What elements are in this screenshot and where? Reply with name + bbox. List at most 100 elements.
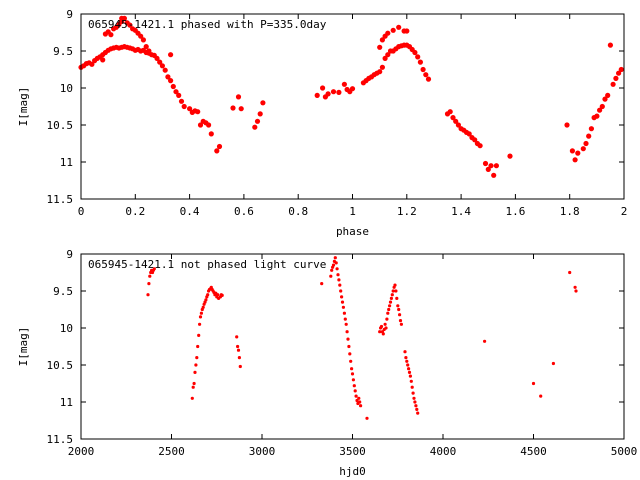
data-point — [359, 404, 363, 408]
data-point — [569, 148, 576, 154]
data-point — [235, 335, 239, 339]
data-point — [406, 363, 410, 367]
data-point — [314, 92, 320, 98]
data-point — [238, 364, 242, 369]
data-point — [488, 163, 494, 169]
data-point — [409, 379, 413, 383]
data-point — [397, 307, 401, 312]
data-point — [143, 44, 149, 50]
unphased-y-axis-label: I[mag] — [17, 327, 30, 367]
unphased-x-axis-label: hjd0 — [339, 465, 366, 478]
data-point — [194, 363, 198, 367]
data-point — [334, 261, 338, 265]
data-point — [415, 407, 419, 411]
data-point — [339, 289, 343, 293]
data-point — [580, 146, 586, 152]
x-tick-label: 4500 — [520, 445, 547, 458]
data-point — [586, 133, 592, 139]
phased-chart-title: 065945-1421.1 phased with P=335.0day — [88, 18, 327, 31]
data-point — [336, 89, 342, 95]
data-point — [342, 311, 346, 315]
data-point — [573, 285, 577, 289]
data-point — [195, 109, 201, 115]
y-tick-label: 10 — [60, 322, 73, 335]
data-point — [377, 44, 383, 50]
data-point — [152, 267, 156, 271]
data-point — [206, 122, 212, 128]
data-point — [379, 324, 384, 329]
y-tick-label: 9 — [66, 248, 73, 261]
data-point — [201, 305, 205, 309]
data-point — [425, 76, 432, 82]
data-point — [450, 115, 456, 121]
data-point — [350, 372, 355, 376]
data-point — [343, 317, 347, 321]
x-tick-label: 5000 — [611, 445, 638, 458]
data-point — [407, 367, 411, 371]
data-point — [405, 359, 409, 363]
phased-x-ticks: 0 0.2 0.4 0.6 0.8 1 1.2 1.4 1.6 1.8 2 — [78, 14, 628, 218]
y-tick-label: 11 — [60, 156, 73, 169]
x-tick-label: 0 — [78, 205, 85, 218]
unphased-plot-frame — [80, 253, 625, 440]
data-point — [252, 124, 258, 130]
x-tick-label: 2500 — [158, 445, 185, 458]
data-point — [108, 32, 114, 38]
data-point — [539, 394, 543, 398]
x-tick-label: 0.4 — [180, 205, 200, 218]
data-point — [196, 344, 200, 349]
data-point — [146, 293, 150, 297]
data-point — [168, 78, 174, 84]
data-point — [195, 356, 199, 360]
y-tick-label: 9.5 — [53, 45, 73, 58]
data-point — [127, 22, 133, 28]
data-point — [599, 103, 605, 110]
data-point — [447, 109, 453, 115]
data-point — [605, 92, 611, 98]
phased-y-ticks: 9 9.5 10 10.5 11 11.5 — [47, 8, 624, 206]
data-point — [491, 172, 497, 178]
data-point — [575, 150, 581, 156]
data-point — [330, 268, 334, 272]
data-point — [349, 359, 353, 363]
data-point — [346, 337, 350, 341]
unphased-data-points — [146, 256, 578, 420]
data-point — [594, 113, 600, 119]
data-point — [235, 94, 242, 100]
data-point — [355, 398, 359, 403]
y-tick-label: 11 — [60, 396, 73, 409]
data-point — [482, 160, 489, 167]
data-point — [337, 278, 341, 282]
data-point — [230, 105, 236, 111]
data-point — [165, 74, 171, 80]
data-point — [147, 282, 151, 286]
data-point — [336, 273, 340, 277]
unphased-panel: 2000 2500 3000 3500 4000 4500 5000 9 9.5 10 10.5 1… — [17, 248, 637, 478]
data-point — [162, 67, 168, 73]
data-point — [388, 300, 393, 304]
y-tick-label: 11.5 — [47, 193, 74, 206]
data-point — [341, 305, 345, 309]
data-point — [176, 92, 182, 98]
data-point — [379, 64, 385, 70]
data-point — [384, 326, 388, 330]
data-point — [403, 350, 407, 354]
data-point — [192, 381, 196, 386]
data-point — [345, 330, 349, 334]
data-point — [216, 143, 223, 150]
phased-panel: 0 0.2 0.4 0.6 0.8 1 1.2 1.4 1.6 1.8 2 9 9.5 10 10.5 11… — [17, 8, 627, 238]
data-point — [236, 344, 240, 349]
data-point — [330, 89, 337, 95]
data-point — [387, 307, 391, 312]
unphased-y-ticks: 9 9.5 10 10.5 11 11.5 — [47, 248, 624, 446]
data-point — [173, 89, 179, 95]
data-point — [381, 332, 385, 336]
data-point — [413, 400, 417, 404]
x-tick-label: 2 — [621, 205, 628, 218]
data-point — [237, 356, 241, 360]
data-point — [170, 83, 176, 90]
data-point — [358, 400, 362, 404]
data-point — [378, 330, 382, 334]
data-point — [610, 81, 616, 87]
data-point — [618, 66, 624, 73]
